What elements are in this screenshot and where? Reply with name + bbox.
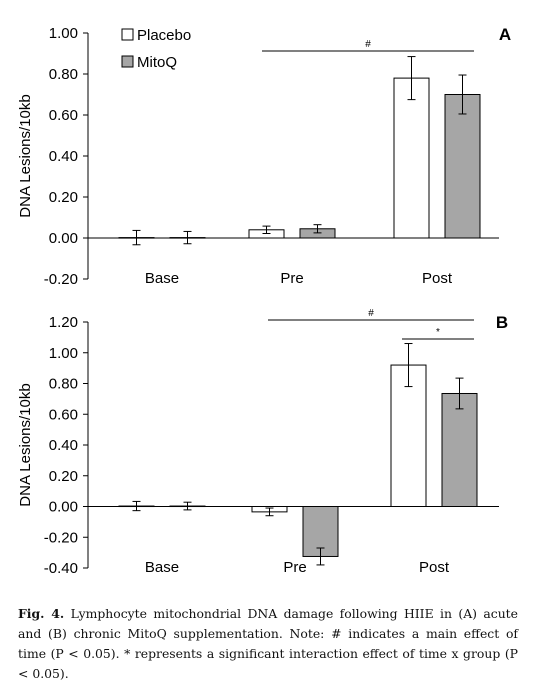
panel-label: A [499,25,511,44]
significance-symbol: # [365,39,371,50]
y-tick-label: 1.00 [49,345,78,362]
y-tick-label: 0.20 [49,189,78,206]
y-tick-label: 0.00 [49,499,78,516]
category-label: Base [145,270,179,287]
legend-label: Placebo [137,27,191,44]
y-tick-label: 0.20 [49,468,78,485]
chart-panel-a: 1.00 0.80 0.60 0.40 0.20 0.00 -0.20 DNA Lesions… [17,25,511,288]
figure: 1.00 0.80 0.60 0.40 0.20 0.00 -0.20 DNA Lesions… [17,25,511,577]
significance-symbol: * [436,327,440,338]
significance-symbol: # [368,308,374,319]
y-axis-label: DNA Lesions/10kb [17,94,34,217]
category-label: Pre [283,559,306,576]
y-tick-label: -0.20 [44,529,78,546]
bar-placebo-post [390,364,427,507]
y-tick-label: -0.20 [44,271,78,288]
category-label: Pre [280,270,303,287]
figure-caption: Fig. 4. Lymphocyte mitochondrial DNA dam… [18,604,518,684]
y-tick-label: 0.40 [49,148,78,165]
y-tick-label: 0.80 [49,376,78,393]
category-label: Post [422,270,453,287]
bar-placebo-post [393,77,430,239]
panel-label: B [496,313,508,332]
legend-label: MitoQ [137,54,177,71]
y-tick-label: 0.40 [49,437,78,454]
y-tick-label: 1.20 [49,314,78,331]
bar-mitoq-post [441,392,478,507]
legend-swatch [121,55,134,68]
chart-panel-b: 1.20 1.00 0.80 0.60 0.40 0.20 0.00 -0.20 -0.40 DN… [17,308,508,577]
caption-text: Lymphocyte mitochondrial DNA damage foll… [18,606,518,681]
y-tick-label: 0.60 [49,107,78,124]
y-tick-label: 0.00 [49,230,78,247]
y-axis-label: DNA Lesions/10kb [17,383,34,506]
legend-swatch [121,28,134,41]
category-label: Base [145,559,179,576]
y-tick-label: -0.40 [44,560,78,577]
bar-mitoq-post [444,94,481,239]
y-tick-label: 1.00 [49,25,78,42]
y-tick-label: 0.80 [49,66,78,83]
category-label: Post [419,559,450,576]
caption-label: Fig. 4. [18,606,65,621]
y-tick-label: 0.60 [49,406,78,423]
